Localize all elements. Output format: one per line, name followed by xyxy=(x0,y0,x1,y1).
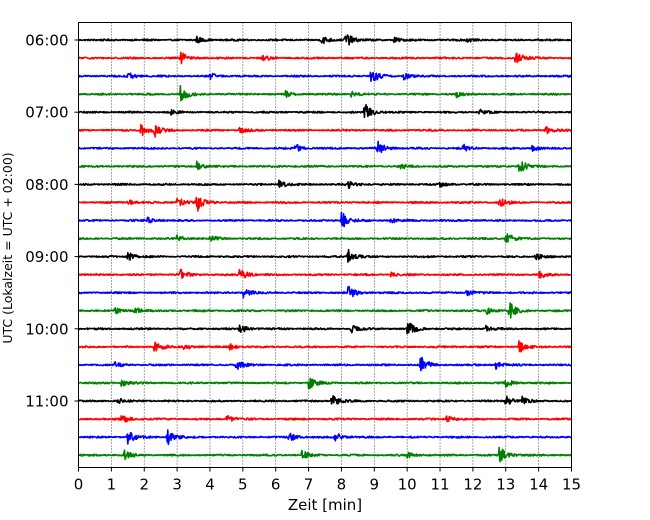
trace-0745 xyxy=(78,160,573,172)
trace-0945 xyxy=(78,302,572,319)
x-tick-label: 14 xyxy=(529,476,548,494)
y-axis-ticks: 06:00 07:00 08:00 09:00 10:00 11:00 xyxy=(25,32,79,411)
trace-1115 xyxy=(78,414,573,423)
x-tick-label: 1 xyxy=(107,476,117,494)
y-axis-label: UTC (Lokalzeit = UTC + 02:00) xyxy=(0,152,15,343)
x-tick-label: 6 xyxy=(271,476,281,494)
trace-0930 xyxy=(77,285,572,299)
x-tick-label: 15 xyxy=(562,476,581,494)
y-tick-label: 06:00 xyxy=(25,32,68,50)
trace-1045 xyxy=(77,377,572,390)
trace-0600 xyxy=(77,34,573,46)
trace-0730 xyxy=(77,140,572,154)
x-tick-label: 13 xyxy=(496,476,515,494)
y-tick-label: 09:00 xyxy=(25,248,68,266)
y-tick-label: 10:00 xyxy=(25,320,68,338)
x-tick-label: 2 xyxy=(139,476,149,494)
y-tick-label: 11:00 xyxy=(25,393,68,411)
trace-1145 xyxy=(77,446,572,463)
x-tick-label: 0 xyxy=(74,476,84,494)
trace-0900 xyxy=(78,248,572,263)
trace-0700 xyxy=(77,104,572,119)
x-tick-label: 8 xyxy=(337,476,347,494)
trace-1000 xyxy=(78,322,573,335)
trace-0830 xyxy=(77,211,573,228)
x-tick-label: 10 xyxy=(398,476,417,494)
grid-lines xyxy=(111,22,539,468)
x-axis-label: Zeit [min] xyxy=(288,496,362,514)
x-tick-label: 11 xyxy=(430,476,449,494)
x-tick-label: 5 xyxy=(238,476,248,494)
x-tick-label: 4 xyxy=(205,476,215,494)
trace-0845 xyxy=(78,233,573,243)
trace-0915 xyxy=(78,268,573,279)
y-tick-label: 08:00 xyxy=(25,176,68,194)
x-tick-label: 7 xyxy=(304,476,314,494)
trace-1100 xyxy=(77,395,572,405)
trace-1130 xyxy=(78,429,572,445)
seismic-traces xyxy=(77,34,573,463)
trace-1015 xyxy=(77,340,572,353)
y-tick-label: 07:00 xyxy=(25,104,68,122)
trace-1030 xyxy=(77,356,573,372)
trace-0645 xyxy=(77,84,573,102)
trace-0800 xyxy=(78,179,573,190)
trace-0630 xyxy=(78,71,572,82)
x-tick-label: 12 xyxy=(463,476,482,494)
x-tick-label: 3 xyxy=(172,476,182,494)
trace-0715 xyxy=(77,123,573,138)
x-tick-label: 9 xyxy=(370,476,380,494)
plot-frame xyxy=(78,22,572,468)
trace-0615 xyxy=(77,51,573,65)
trace-0815 xyxy=(77,196,572,212)
x-axis-ticks: 0 1 2 3 4 5 6 7 8 9 10 11 12 13 14 15 xyxy=(74,467,581,494)
